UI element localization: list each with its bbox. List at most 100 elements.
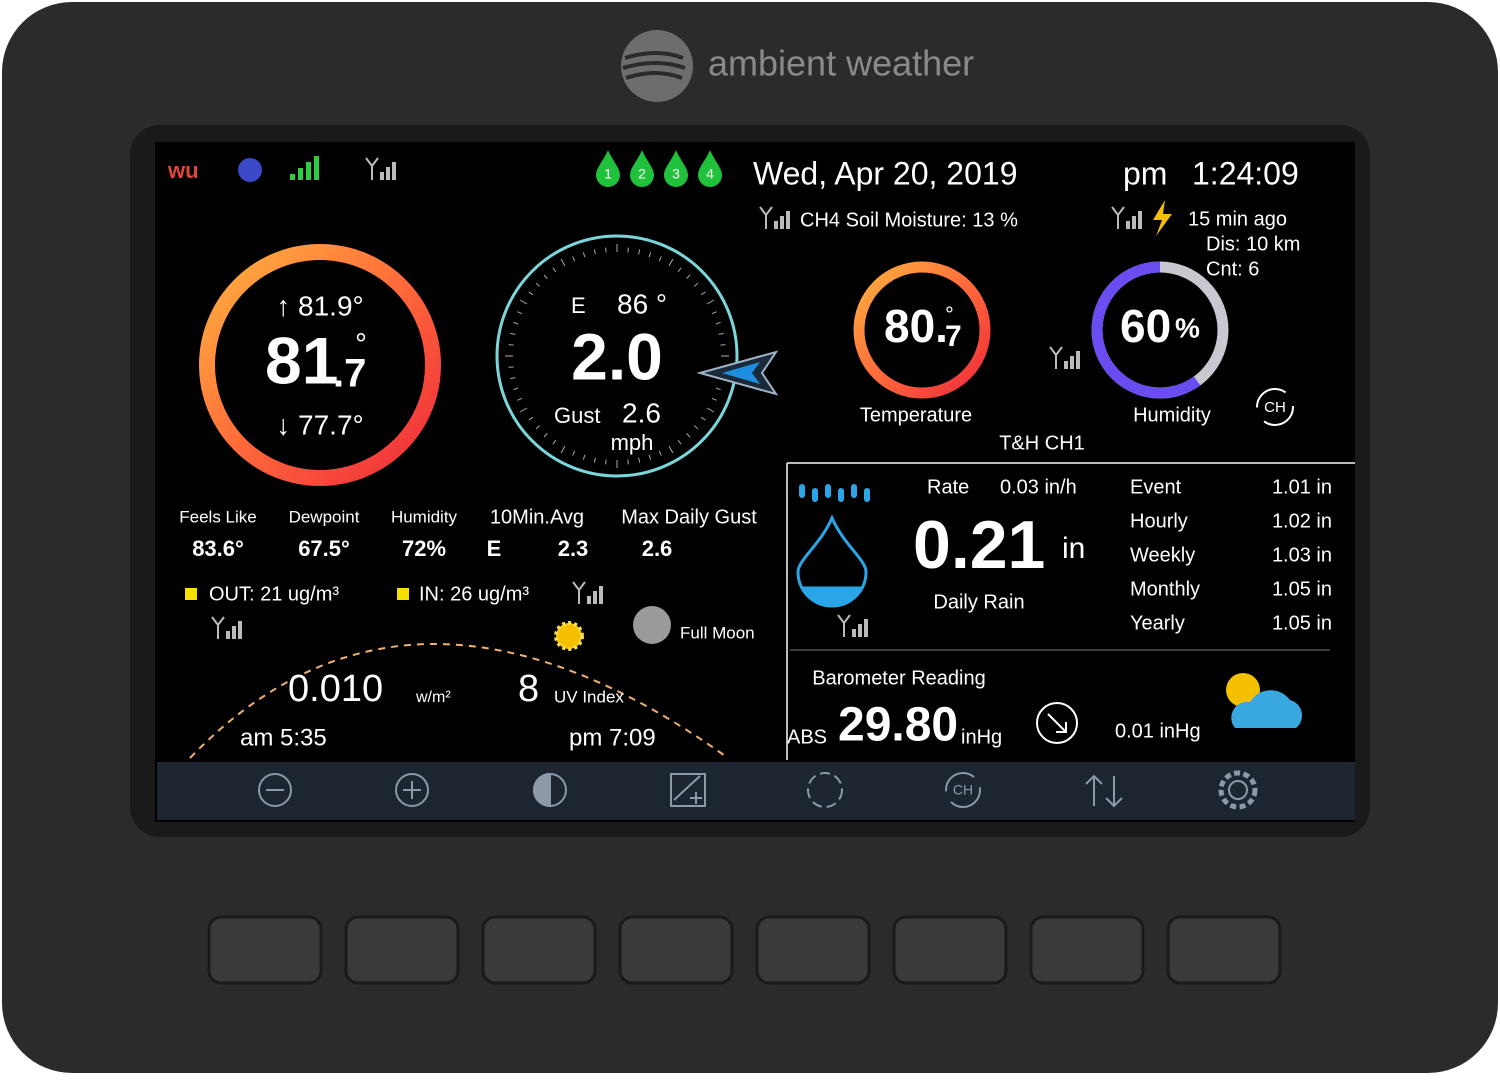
dial-tick [706, 299, 715, 305]
rain-dot [851, 484, 857, 498]
dial-tick [535, 282, 541, 287]
signal-bar [774, 221, 778, 229]
baro-value: 29.80 [838, 699, 958, 752]
rain-dots [799, 484, 870, 502]
moon-icon [633, 606, 671, 644]
settings-button-part [1228, 780, 1248, 800]
channel-drop [698, 150, 722, 187]
antenna [837, 614, 851, 637]
signal-bar [858, 624, 862, 637]
solar-radiation: 0.010 [288, 668, 383, 710]
settings-button[interactable] [1218, 770, 1258, 810]
channel-button[interactable] [945, 772, 981, 808]
hardware-button[interactable] [755, 915, 871, 985]
rain-unit: in [1062, 532, 1085, 565]
contrast-button[interactable] [533, 772, 567, 808]
dial-tick [677, 267, 682, 273]
signal-bar [587, 596, 591, 604]
signal-bar [1070, 356, 1074, 369]
date: Wed, Apr 20, 2019 [753, 155, 1017, 191]
pm-out: OUT: 21 ug/m³ [209, 583, 339, 605]
dial-tick [700, 416, 706, 421]
baro-title: Barometer Reading [812, 667, 985, 689]
dial-tick [593, 457, 596, 463]
dial-tick [720, 344, 726, 346]
dial-tick [582, 252, 586, 258]
hardware-button[interactable] [1029, 915, 1145, 985]
wu-icon: wu [167, 158, 199, 183]
dial-tick [605, 459, 607, 465]
wifi-signal [290, 156, 319, 180]
signal-bar [238, 621, 242, 639]
brand: ambient weather [708, 43, 974, 84]
stat-label: Feels Like [179, 507, 256, 526]
hardware-button[interactable] [481, 915, 597, 985]
sun-icon [554, 621, 584, 651]
zoom-in-button[interactable] [395, 773, 429, 807]
edit-button[interactable] [670, 773, 706, 807]
ampm: pm [1123, 155, 1167, 191]
stat-label: Dewpoint [289, 507, 360, 526]
dial-tick [528, 291, 534, 296]
channel-number: 1 [604, 166, 612, 182]
wifi-signal-part [290, 174, 295, 180]
wind-unit: mph [611, 430, 654, 455]
rain-dot [838, 488, 844, 502]
edit-button-part [670, 773, 706, 807]
antenna [1049, 346, 1063, 369]
rain-rate: 0.03 in/h [1000, 476, 1077, 498]
soil-moisture: CH4 Soil Moisture: 13 % [800, 209, 1018, 231]
hardware-button[interactable] [344, 915, 460, 985]
sun-arc [189, 643, 729, 759]
signal-bar [1064, 361, 1068, 369]
dial-tick [658, 450, 662, 456]
rain-total-label: Monthly [1130, 578, 1200, 600]
rain-total-label: Weekly [1130, 544, 1195, 566]
rain-dot [825, 484, 831, 498]
ch-humidity-label: Humidity [1133, 404, 1211, 426]
antenna [1111, 206, 1125, 229]
signal-bar [1138, 211, 1142, 229]
forecast-sun [1226, 673, 1260, 707]
contrast-button-part [533, 772, 551, 808]
dial-tick [560, 258, 566, 267]
moon-phase: Full Moon [680, 623, 755, 642]
signal-bar [226, 631, 230, 639]
rain-total-value: 1.03 in [1272, 544, 1332, 566]
dial-tick [627, 459, 629, 465]
pm-in: IN: 26 ug/m³ [419, 583, 529, 605]
signal-bar [1132, 216, 1136, 229]
sunrise: am 5:35 [240, 724, 327, 751]
signal-bar [599, 586, 603, 604]
hardware-button[interactable] [892, 915, 1008, 985]
toolbar-icons [258, 770, 1258, 810]
logo-mark [621, 30, 693, 102]
ch-cycle-icon[interactable] [1256, 388, 1294, 426]
hardware-button[interactable] [618, 915, 734, 985]
lightning-distance: Dis: 10 km [1206, 233, 1300, 255]
dial-tick [560, 445, 566, 454]
temp-ring [199, 244, 441, 486]
uv-label: UV Index [554, 687, 624, 706]
ch-cycle-text: CH [1264, 399, 1286, 416]
dial-tick [638, 249, 641, 255]
dial-tick [627, 247, 629, 253]
baro-trend: 0.01 inHg [1115, 720, 1201, 742]
rain-dot [799, 484, 805, 498]
baro-abs: ABS [787, 726, 827, 748]
sort-button[interactable] [1085, 774, 1123, 808]
ch-humidity-unit: % [1175, 312, 1200, 343]
zoom-out-button[interactable] [258, 773, 292, 807]
rain-total-value: 1.02 in [1272, 510, 1332, 532]
temp-unit: ° [355, 328, 367, 361]
hardware-button[interactable] [207, 915, 323, 985]
calibrate-button[interactable] [807, 772, 843, 808]
signal-icon [572, 581, 603, 604]
baro-trend-icon [1036, 702, 1078, 744]
signal-icon [1049, 346, 1080, 369]
dial-tick [677, 439, 682, 445]
hardware-button[interactable] [1166, 915, 1282, 985]
dial-tick [543, 432, 548, 438]
